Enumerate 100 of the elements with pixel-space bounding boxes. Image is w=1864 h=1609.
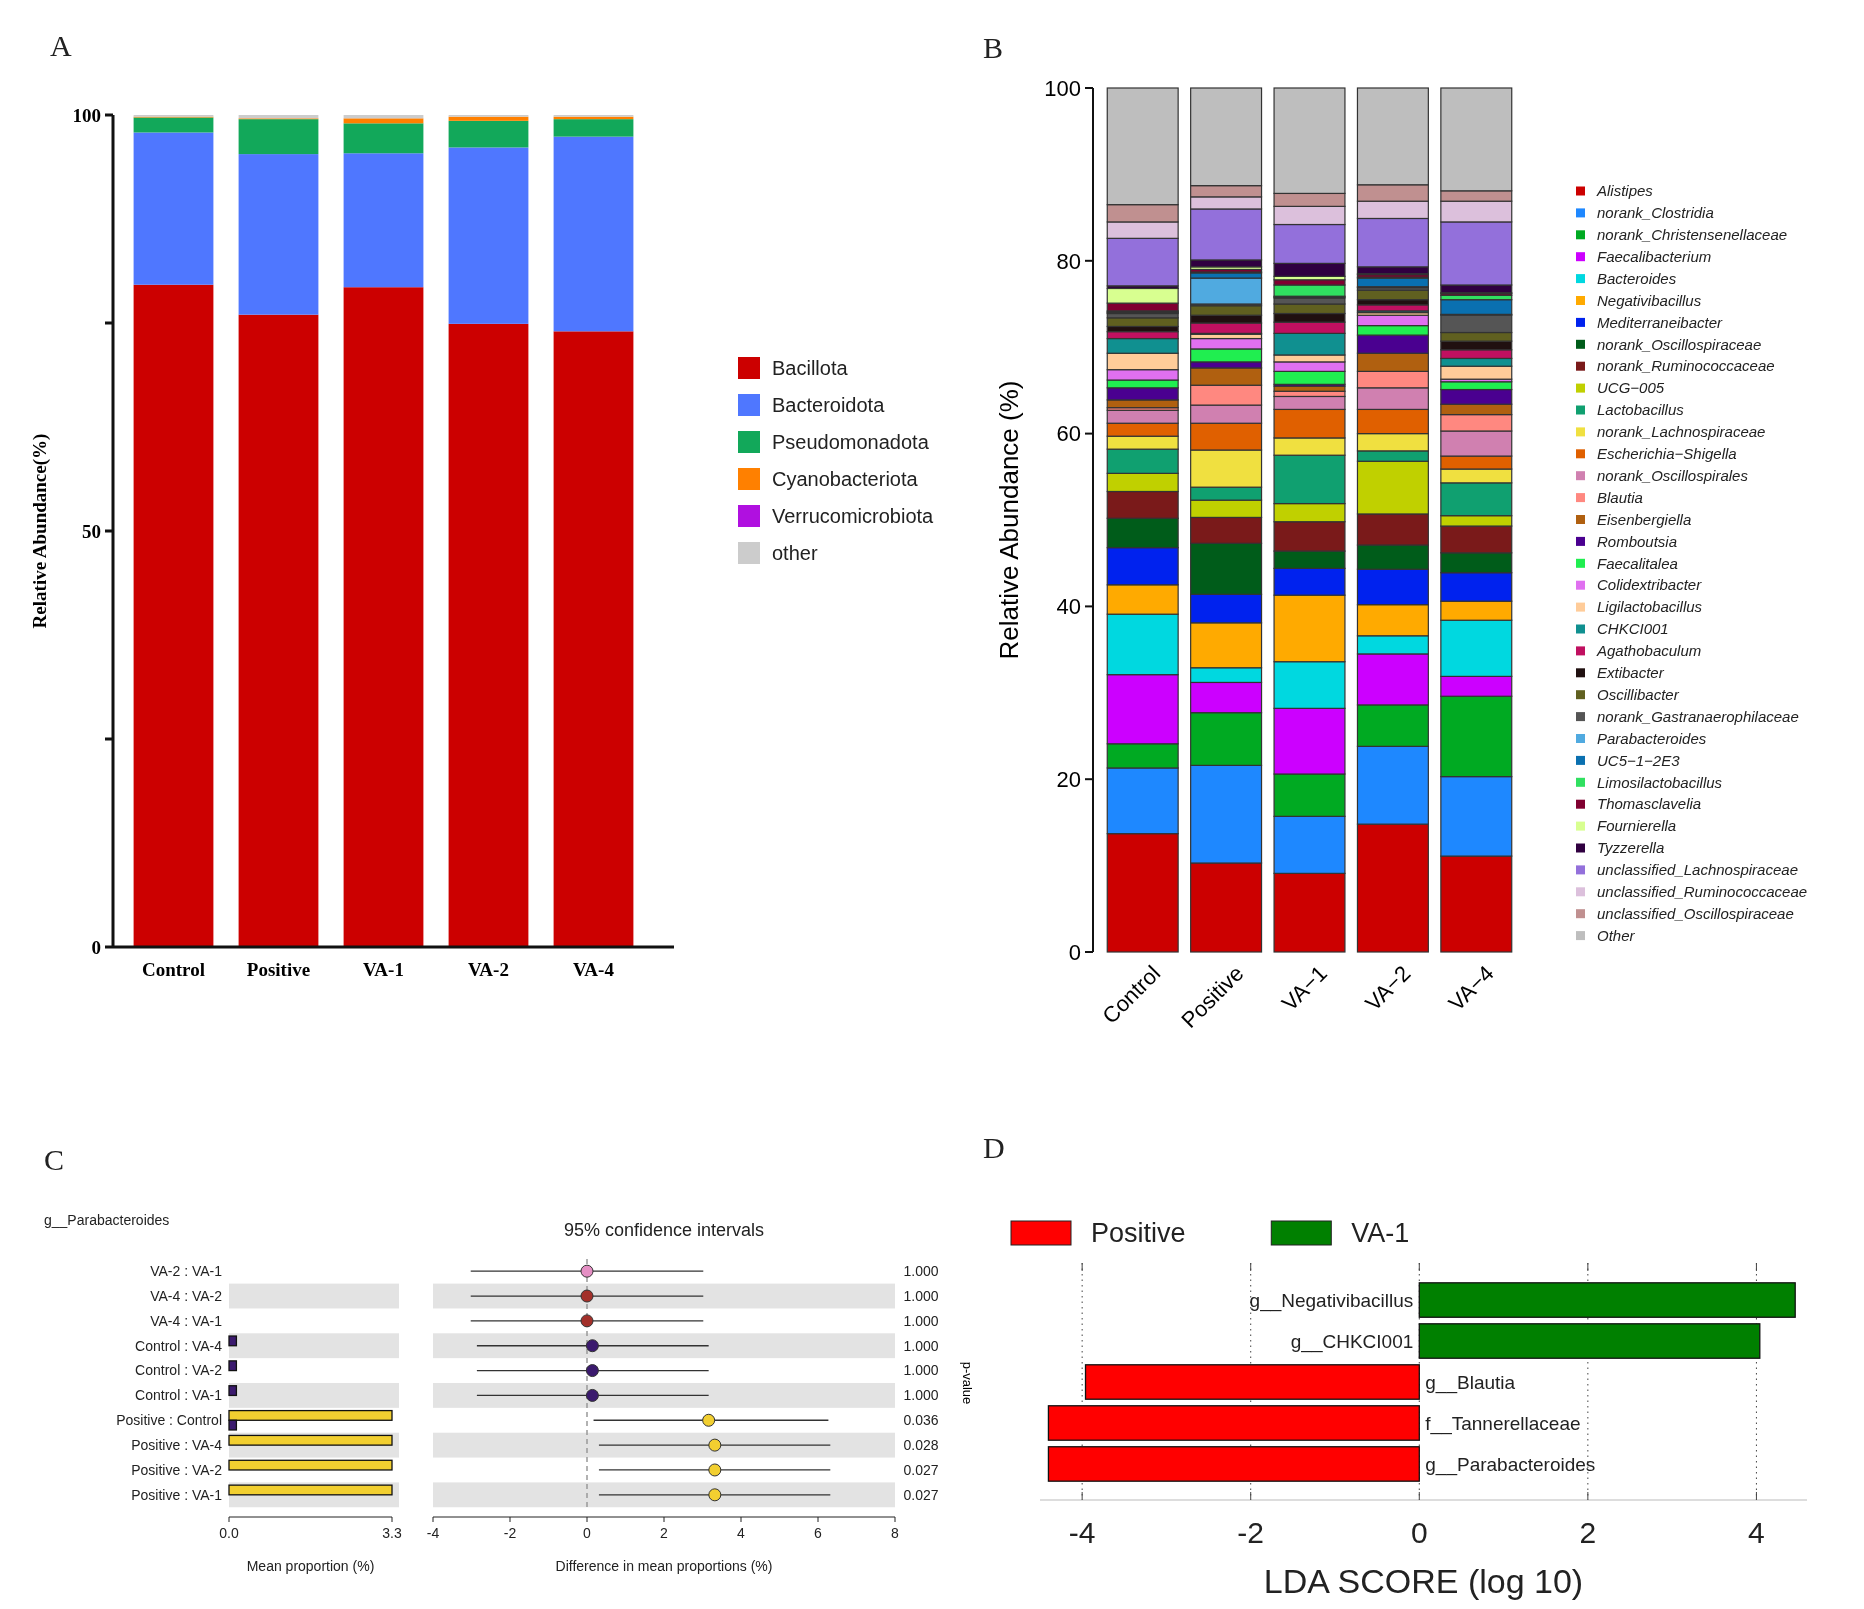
legend-label: Limosilactobacillus	[1597, 773, 1723, 791]
legend-label: Colidextribacter	[1597, 576, 1703, 594]
y-tick-label: VA-4 : VA-2	[150, 1287, 223, 1304]
y-tick-label: Control : VA-1	[135, 1387, 223, 1404]
legend-label: other	[772, 542, 818, 564]
y-tick-label: Positive : VA-1	[131, 1486, 223, 1503]
y-tick-label: Positive : VA-4	[131, 1437, 223, 1454]
y-tick-label: Control : VA-2	[135, 1362, 223, 1379]
x-tick-label: -2	[1237, 1516, 1265, 1549]
legend-label: Extibacter	[1597, 664, 1665, 682]
x-tick-label: 2	[660, 1525, 669, 1541]
legend-label: Faecalibacterium	[1597, 247, 1712, 265]
chart-title: A	[50, 29, 72, 62]
legend-label: Pseudomonadota	[772, 431, 930, 453]
y-tick-label: g__CHKCI001	[1290, 1330, 1414, 1353]
legend-label: Fournierella	[1597, 817, 1677, 835]
legend-label: Cyanobacteriota	[772, 468, 919, 490]
legend-label: Eisenbergiella	[1597, 510, 1692, 528]
y2-tick-label: 1.000	[903, 1337, 939, 1354]
y-tick-label: 50	[82, 520, 101, 542]
legend-label: Alistipes	[1596, 182, 1654, 200]
chart-title: D	[983, 1131, 1005, 1164]
legend-label: Ligilactobacillus	[1597, 598, 1703, 616]
legend-label: Oscillibacter	[1597, 685, 1680, 703]
legend-label: Agathobaculum	[1596, 642, 1702, 660]
legend-label: norank_Oscillospiraceae	[1597, 335, 1762, 353]
x-tick-label: 2	[1579, 1516, 1597, 1549]
y-tick-label: Positive : VA-2	[131, 1461, 223, 1478]
x-tick-label: VA-2	[468, 959, 509, 980]
y-tick-label: 100	[72, 104, 101, 126]
y-tick-label: 20	[1056, 766, 1081, 792]
y2-tick-label: 1.000	[903, 1287, 939, 1304]
legend-label: Bacillota	[772, 357, 849, 379]
x-axis-title: Mean proportion (%)	[246, 1558, 375, 1574]
legend-label: Faecalitalea	[1597, 554, 1678, 572]
x-tick-label: 4	[1748, 1516, 1765, 1549]
x-axis-title: LDA SCORE (log 10)	[1263, 1562, 1584, 1600]
legend-label: Blautia	[1597, 488, 1643, 506]
y2-tick-label: 1.000	[903, 1387, 939, 1404]
x-tick-label: 8	[891, 1525, 900, 1541]
legend-label: Mediterraneibacter	[1597, 313, 1724, 331]
y-tick-label: 0	[91, 936, 101, 958]
x-tick-label: 4	[737, 1525, 746, 1541]
legend-label: norank_Ruminococcaceae	[1597, 357, 1775, 375]
legend-label: unclassified_Ruminococcaceae	[1597, 883, 1808, 901]
legend-label: Bacteroidota	[772, 394, 886, 416]
legend-label: norank_Clostridia	[1597, 204, 1714, 222]
legend-label: Thomasclavelia	[1597, 795, 1702, 813]
y2-tick-label: 0.027	[903, 1486, 939, 1503]
x-tick-label: 6	[814, 1525, 823, 1541]
legend-label: norank_Gastranaerophilaceae	[1597, 707, 1799, 725]
chart-title: B	[983, 31, 1004, 64]
legend-label: Tyzzerella	[1597, 839, 1665, 857]
y2-axis-title: p-value	[960, 1361, 975, 1405]
legend-label: norank_Lachnospiraceae	[1597, 423, 1766, 441]
y-tick-label: f__Tannerellaceae	[1425, 1412, 1581, 1435]
x-tick-label: 0.0	[219, 1525, 239, 1541]
y-tick-label: VA-4 : VA-1	[150, 1312, 223, 1329]
x-tick-label: -4	[426, 1525, 440, 1541]
y-tick-label: 100	[1044, 75, 1081, 101]
x-tick-label: -2	[503, 1525, 517, 1541]
y-tick-label: Control : VA-4	[135, 1337, 223, 1354]
legend-label: norank_Christensenellaceae	[1597, 226, 1788, 244]
y-tick-label: 60	[1056, 421, 1081, 447]
y-tick-label: 40	[1056, 594, 1081, 620]
x-axis-title: Difference in mean proportions (%)	[555, 1558, 773, 1574]
legend-label: Parabacteroides	[1597, 729, 1707, 747]
legend-label: Escherichia−Shigella	[1597, 445, 1737, 463]
legend-label: Negativibacillus	[1597, 291, 1702, 309]
legend-label: Positive	[1091, 1218, 1186, 1249]
y-tick-label: g__Blautia	[1425, 1371, 1516, 1394]
y2-tick-label: 0.028	[903, 1437, 939, 1454]
x-tick-label: Positive	[246, 959, 311, 980]
legend-label: unclassified_Lachnospiraceae	[1597, 861, 1798, 879]
x-tick-label: VA-1	[363, 959, 404, 980]
y-tick-label: 80	[1056, 248, 1081, 274]
y2-tick-label: 0.036	[903, 1412, 939, 1429]
y-axis-title: Relative Abundance(%)	[29, 433, 51, 629]
legend-label: Bacteroides	[1597, 269, 1677, 287]
y-axis-title: Relative Abundance (%)	[994, 380, 1024, 660]
legend-label: Other	[1597, 926, 1636, 944]
chart-title: C	[44, 1143, 65, 1176]
y2-tick-label: 1.000	[903, 1312, 939, 1329]
legend-label: Romboutsia	[1597, 532, 1678, 550]
y2-tick-label: 1.000	[903, 1362, 939, 1379]
legend-label: UCG−005	[1597, 379, 1665, 397]
x-tick-label: 3.3	[382, 1525, 402, 1541]
x-tick-label: -4	[1068, 1516, 1096, 1549]
legend-label: Verrucomicrobiota	[772, 505, 935, 527]
legend-label: VA-1	[1351, 1218, 1410, 1249]
x-tick-label: VA-4	[573, 959, 615, 980]
x-tick-label: Control	[142, 959, 205, 980]
legend-label: unclassified_Oscillospiraceae	[1597, 904, 1794, 922]
y-tick-label: Positive : Control	[116, 1412, 222, 1429]
legend-label: CHKCI001	[1597, 620, 1669, 638]
y-tick-label: g__Parabacteroides	[1425, 1453, 1596, 1476]
y-tick-label: g__Negativibacillus	[1249, 1289, 1414, 1312]
y2-tick-label: 1.000	[903, 1263, 939, 1280]
y2-tick-label: 0.027	[903, 1461, 939, 1478]
chart-title: 95% confidence intervals	[563, 1220, 765, 1240]
